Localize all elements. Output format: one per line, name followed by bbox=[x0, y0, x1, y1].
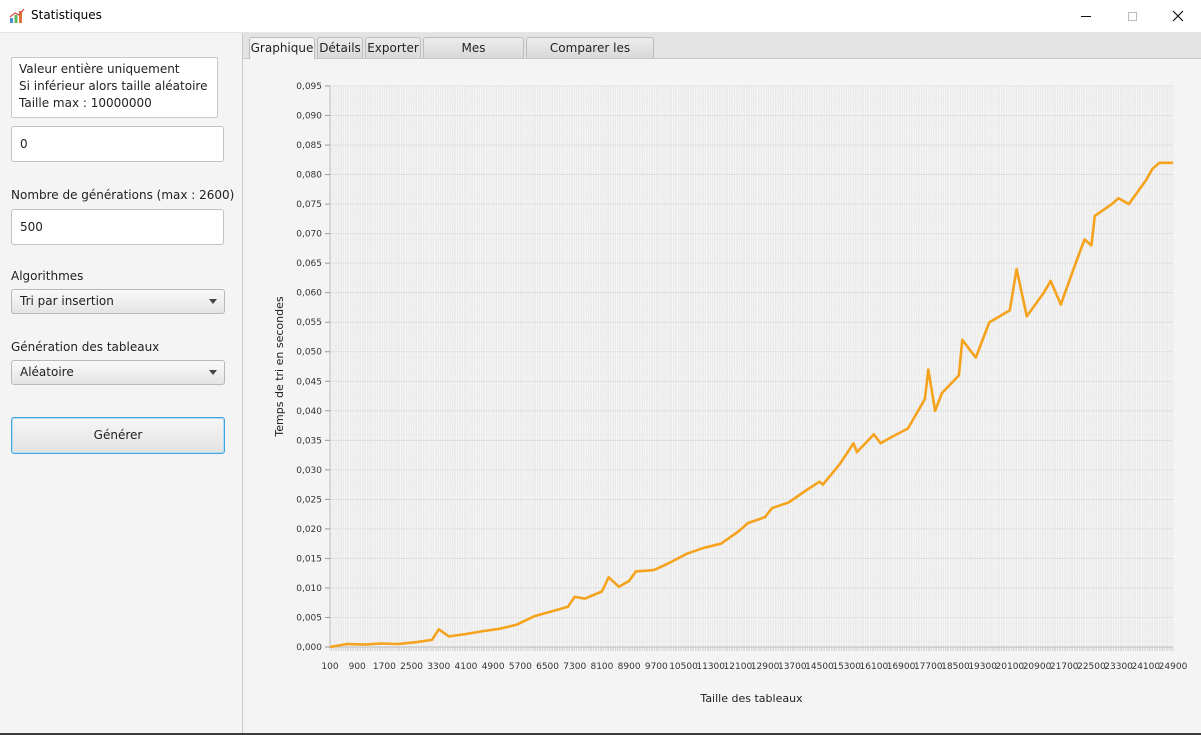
chart-grid bbox=[329, 85, 1174, 648]
close-icon bbox=[1172, 10, 1184, 22]
y-tick-label: 0,035 bbox=[296, 436, 322, 446]
y-tick-label: 0,020 bbox=[296, 525, 322, 535]
x-tick-label: 7300 bbox=[563, 662, 586, 672]
algorithms-label: Algorithmes bbox=[11, 269, 84, 283]
y-tick-label: 0,090 bbox=[296, 112, 322, 122]
algorithm-select[interactable]: Tri par insertion bbox=[11, 289, 225, 314]
x-tick-label: 16900 bbox=[887, 662, 916, 672]
x-tick-label: 4900 bbox=[482, 662, 505, 672]
generation-selected-value: Aléatoire bbox=[20, 365, 74, 379]
x-tick-label: 20100 bbox=[996, 662, 1025, 672]
close-button[interactable] bbox=[1155, 0, 1201, 32]
minimize-icon bbox=[1081, 15, 1091, 17]
minimize-button[interactable] bbox=[1063, 0, 1109, 32]
generate-button[interactable]: Générer bbox=[11, 417, 225, 454]
y-tick-label: 0,000 bbox=[296, 643, 322, 653]
generations-input[interactable]: 500 bbox=[11, 209, 224, 245]
y-tick-label: 0,045 bbox=[296, 377, 322, 387]
y-tick-label: 0,060 bbox=[296, 289, 322, 299]
y-tick-label: 0,085 bbox=[296, 141, 322, 151]
x-tick-label: 9700 bbox=[645, 662, 668, 672]
array-size-input[interactable]: 0 bbox=[11, 126, 224, 162]
x-tick-label: 24900 bbox=[1159, 662, 1188, 672]
x-tick-label: 3300 bbox=[427, 662, 450, 672]
y-tick-label: 0,075 bbox=[296, 200, 322, 210]
generation-label: Génération des tableaux bbox=[11, 340, 160, 354]
generations-label: Nombre de générations (max : 2600) bbox=[11, 188, 235, 202]
x-tick-label: 11300 bbox=[696, 662, 725, 672]
y-tick-label: 0,095 bbox=[296, 82, 322, 92]
x-tick-label: 14500 bbox=[805, 662, 834, 672]
x-tick-label: 23300 bbox=[1104, 662, 1133, 672]
x-tick-label: 8900 bbox=[618, 662, 641, 672]
y-tick-label: 0,040 bbox=[296, 407, 322, 417]
window-title: Statistiques bbox=[31, 8, 102, 22]
x-tick-label: 2500 bbox=[400, 662, 423, 672]
chart-series bbox=[329, 161, 1173, 649]
hint-line: Si inférieur alors taille aléatoire bbox=[19, 79, 208, 93]
maximize-button[interactable] bbox=[1109, 0, 1155, 32]
x-tick-label: 100 bbox=[321, 662, 338, 672]
x-tick-label: 1700 bbox=[373, 662, 396, 672]
series-line bbox=[329, 161, 1173, 649]
x-tick-label: 5700 bbox=[509, 662, 532, 672]
x-axis-label: Taille des tableaux bbox=[699, 692, 803, 705]
x-tick-label: 12900 bbox=[751, 662, 780, 672]
chart-axes: 0,000 0,005 0,010 0,015 0,020 0,025 0,030 0,035… bbox=[296, 82, 1187, 672]
x-tick-label: 16100 bbox=[860, 662, 889, 672]
tab-bar: Graphique Détails Exporter Mes sauvegard… bbox=[243, 33, 1201, 75]
window-bottom-border bbox=[0, 733, 1201, 735]
hint-line: Taille max : 10000000 bbox=[19, 96, 152, 110]
x-tick-label: 22500 bbox=[1077, 662, 1106, 672]
tab-exporter[interactable]: Exporter bbox=[365, 37, 421, 58]
y-tick-label: 0,030 bbox=[296, 466, 322, 476]
hint-line: Valeur entière uniquement bbox=[19, 62, 180, 76]
x-tick-label: 21700 bbox=[1050, 662, 1079, 672]
chevron-down-icon bbox=[209, 370, 217, 375]
x-tick-label: 8100 bbox=[590, 662, 613, 672]
y-tick-label: 0,010 bbox=[296, 584, 322, 594]
y-tick-label: 0,015 bbox=[296, 554, 322, 564]
x-tick-label: 900 bbox=[349, 662, 366, 672]
tab-graphique[interactable]: Graphique bbox=[249, 37, 315, 59]
title-bar: Statistiques bbox=[0, 0, 1201, 33]
size-hint-box: Valeur entière uniquement Si inférieur a… bbox=[11, 57, 218, 118]
generation-select[interactable]: Aléatoire bbox=[11, 360, 225, 385]
y-tick-label: 0,050 bbox=[296, 348, 322, 358]
y-axis-label: Temps de tri en secondes bbox=[273, 296, 286, 437]
y-tick-label: 0,055 bbox=[296, 318, 322, 328]
settings-sidebar: Valeur entière uniquement Si inférieur a… bbox=[0, 33, 243, 733]
tab-mes-sauvegardes[interactable]: Mes sauvegardes bbox=[423, 37, 524, 75]
x-tick-label: 18500 bbox=[941, 662, 970, 672]
tab-details[interactable]: Détails bbox=[317, 37, 363, 58]
y-tick-label: 0,005 bbox=[296, 613, 322, 623]
y-tick-label: 0,070 bbox=[296, 230, 322, 240]
x-tick-label: 24100 bbox=[1131, 662, 1160, 672]
x-tick-label: 17700 bbox=[914, 662, 943, 672]
line-chart: 0,000 0,005 0,010 0,015 0,020 0,025 0,030 0,035… bbox=[273, 82, 1188, 705]
x-tick-label: 12100 bbox=[724, 662, 753, 672]
tab-comparer[interactable]: Comparer les résultats bbox=[526, 37, 654, 75]
maximize-icon bbox=[1127, 11, 1137, 21]
y-tick-label: 0,080 bbox=[296, 171, 322, 181]
chart-app-icon bbox=[9, 8, 25, 23]
algorithm-selected-value: Tri par insertion bbox=[20, 294, 114, 308]
x-tick-label: 13700 bbox=[778, 662, 807, 672]
x-tick-label: 15300 bbox=[832, 662, 861, 672]
x-tick-label: 6500 bbox=[536, 662, 559, 672]
y-tick-label: 0,065 bbox=[296, 259, 322, 269]
y-tick-label: 0,025 bbox=[296, 495, 322, 505]
x-tick-label: 19300 bbox=[968, 662, 997, 672]
x-tick-label: 4100 bbox=[455, 662, 478, 672]
x-tick-label: 20900 bbox=[1023, 662, 1052, 672]
x-tick-label: 10500 bbox=[669, 662, 698, 672]
chevron-down-icon bbox=[209, 299, 217, 304]
